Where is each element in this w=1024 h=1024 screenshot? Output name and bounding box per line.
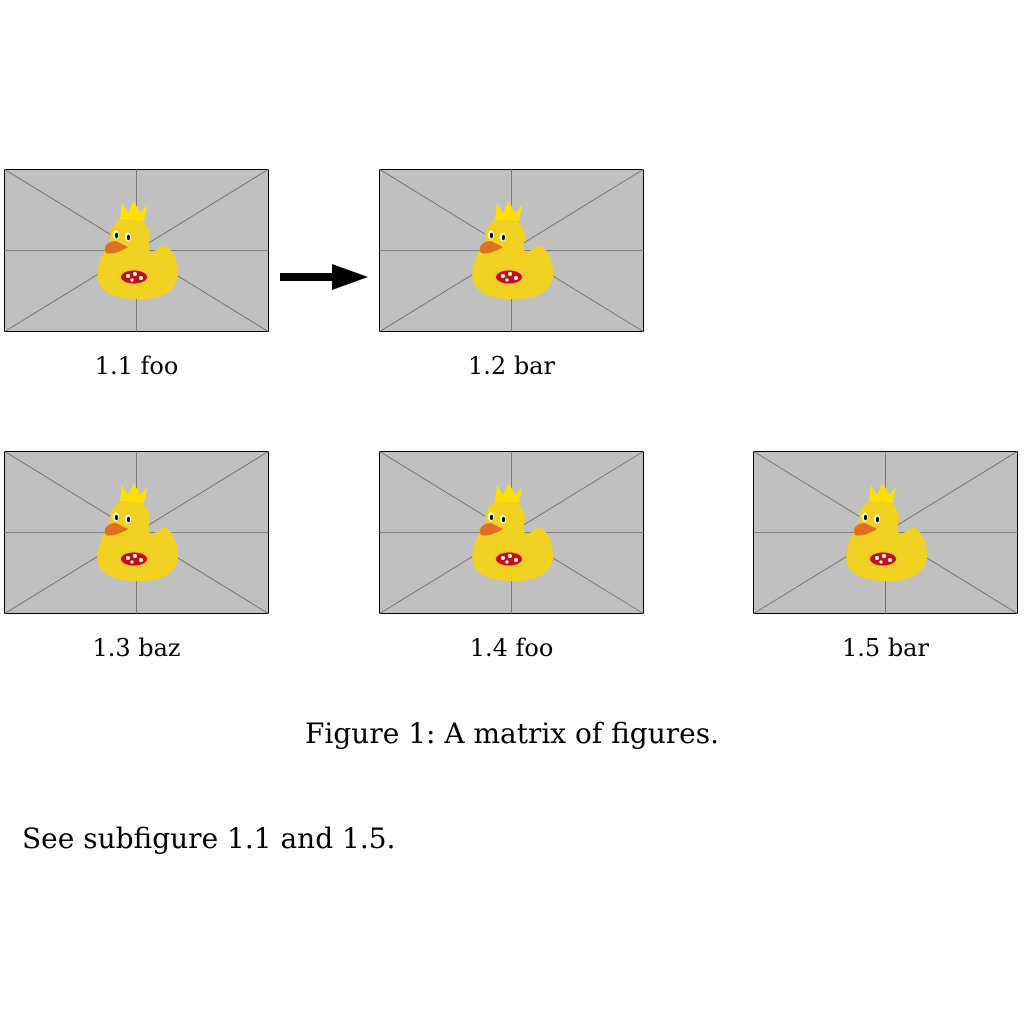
placeholder-duck-image [753, 451, 1018, 614]
placeholder-duck-image [379, 451, 644, 614]
subfigure-caption-2: 1.2 bar [468, 352, 555, 380]
subfigure-caption-3: 1.3 baz [92, 634, 181, 662]
subfigure-1 [4, 169, 269, 332]
figure-caption: Figure 1: A matrix of figures. [305, 717, 719, 750]
body-paragraph: See subfigure 1.1 and 1.5. [22, 822, 396, 855]
right-arrow-icon [280, 264, 368, 290]
placeholder-duck-image [4, 451, 269, 614]
subfigure-5 [753, 451, 1018, 614]
placeholder-duck-image [4, 169, 269, 332]
subfigure-caption-4: 1.4 foo [469, 634, 554, 662]
subfigure-caption-1: 1.1 foo [94, 352, 179, 380]
subfigure-2 [379, 169, 644, 332]
placeholder-duck-image [379, 169, 644, 332]
subfigure-3 [4, 451, 269, 614]
subfigure-caption-5: 1.5 bar [842, 634, 929, 662]
subfigure-4 [379, 451, 644, 614]
